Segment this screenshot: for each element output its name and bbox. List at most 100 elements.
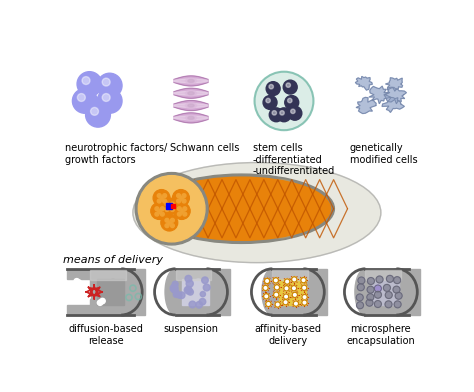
Polygon shape bbox=[174, 116, 208, 120]
Ellipse shape bbox=[289, 279, 301, 305]
Circle shape bbox=[356, 302, 364, 309]
Ellipse shape bbox=[188, 80, 194, 82]
Circle shape bbox=[173, 292, 179, 297]
Circle shape bbox=[284, 286, 289, 291]
Circle shape bbox=[171, 208, 174, 211]
Circle shape bbox=[155, 212, 159, 216]
Bar bbox=[175, 269, 230, 315]
Circle shape bbox=[269, 108, 283, 122]
Circle shape bbox=[176, 292, 182, 298]
Circle shape bbox=[74, 279, 80, 284]
Ellipse shape bbox=[133, 163, 381, 263]
Circle shape bbox=[273, 292, 279, 298]
Circle shape bbox=[376, 276, 383, 283]
Circle shape bbox=[71, 285, 77, 290]
Circle shape bbox=[291, 285, 297, 291]
Circle shape bbox=[138, 176, 205, 242]
Text: Schwann cells: Schwann cells bbox=[170, 143, 239, 153]
Circle shape bbox=[291, 109, 295, 114]
Circle shape bbox=[288, 98, 292, 103]
Ellipse shape bbox=[196, 269, 217, 315]
Circle shape bbox=[266, 82, 280, 96]
Circle shape bbox=[177, 194, 181, 198]
Circle shape bbox=[171, 224, 174, 228]
Circle shape bbox=[292, 292, 298, 298]
Circle shape bbox=[285, 96, 299, 109]
Circle shape bbox=[171, 218, 174, 222]
Circle shape bbox=[173, 203, 190, 220]
Circle shape bbox=[251, 180, 310, 238]
Ellipse shape bbox=[165, 269, 186, 315]
Circle shape bbox=[395, 292, 402, 299]
Circle shape bbox=[173, 189, 190, 207]
Ellipse shape bbox=[293, 269, 314, 315]
Circle shape bbox=[76, 280, 82, 285]
Circle shape bbox=[385, 292, 392, 298]
Circle shape bbox=[165, 208, 169, 211]
Ellipse shape bbox=[192, 279, 205, 305]
Ellipse shape bbox=[186, 91, 196, 96]
Circle shape bbox=[82, 76, 90, 85]
Circle shape bbox=[160, 196, 164, 200]
Circle shape bbox=[283, 80, 297, 94]
Circle shape bbox=[394, 301, 401, 308]
Ellipse shape bbox=[386, 269, 407, 315]
Circle shape bbox=[158, 209, 162, 213]
Circle shape bbox=[85, 290, 90, 296]
Circle shape bbox=[77, 94, 85, 102]
Text: suspension: suspension bbox=[164, 324, 219, 334]
Circle shape bbox=[196, 301, 202, 308]
Circle shape bbox=[283, 294, 289, 299]
Circle shape bbox=[86, 102, 110, 127]
Circle shape bbox=[179, 196, 183, 200]
Bar bbox=[182, 279, 209, 305]
Bar bbox=[90, 269, 145, 315]
Bar bbox=[365, 269, 419, 315]
Ellipse shape bbox=[355, 269, 376, 315]
Text: means of delivery: means of delivery bbox=[63, 255, 163, 265]
Circle shape bbox=[91, 107, 99, 115]
Circle shape bbox=[281, 192, 295, 207]
Bar bbox=[365, 270, 401, 279]
Circle shape bbox=[102, 94, 110, 102]
Polygon shape bbox=[174, 91, 208, 95]
Circle shape bbox=[394, 277, 401, 284]
Ellipse shape bbox=[186, 115, 196, 121]
Circle shape bbox=[301, 278, 306, 283]
Circle shape bbox=[183, 207, 187, 211]
Circle shape bbox=[73, 89, 97, 113]
Circle shape bbox=[160, 207, 164, 211]
Circle shape bbox=[78, 298, 83, 303]
Circle shape bbox=[161, 214, 178, 231]
Circle shape bbox=[264, 294, 269, 299]
Circle shape bbox=[266, 301, 271, 307]
Text: microsphere
encapsulation: microsphere encapsulation bbox=[346, 324, 415, 346]
Circle shape bbox=[302, 294, 307, 300]
Circle shape bbox=[367, 286, 374, 293]
Circle shape bbox=[356, 294, 363, 301]
Circle shape bbox=[264, 192, 279, 207]
Circle shape bbox=[367, 278, 374, 285]
Circle shape bbox=[293, 301, 299, 306]
Circle shape bbox=[173, 290, 179, 295]
Polygon shape bbox=[384, 87, 406, 104]
Circle shape bbox=[366, 299, 373, 306]
Circle shape bbox=[185, 276, 192, 282]
Circle shape bbox=[263, 285, 268, 290]
Circle shape bbox=[292, 277, 297, 282]
Circle shape bbox=[286, 83, 291, 87]
Bar bbox=[273, 270, 308, 279]
Circle shape bbox=[367, 294, 374, 301]
Circle shape bbox=[201, 277, 208, 283]
Ellipse shape bbox=[188, 116, 194, 120]
Polygon shape bbox=[385, 78, 402, 91]
Circle shape bbox=[255, 72, 313, 130]
Circle shape bbox=[386, 275, 393, 282]
Circle shape bbox=[85, 294, 90, 300]
Text: diffusion-based
release: diffusion-based release bbox=[68, 324, 143, 346]
Circle shape bbox=[266, 98, 270, 103]
Circle shape bbox=[157, 194, 161, 198]
Circle shape bbox=[263, 204, 276, 218]
Text: neurotrophic factors/
growth factors: neurotrophic factors/ growth factors bbox=[64, 143, 167, 165]
Circle shape bbox=[172, 281, 178, 287]
